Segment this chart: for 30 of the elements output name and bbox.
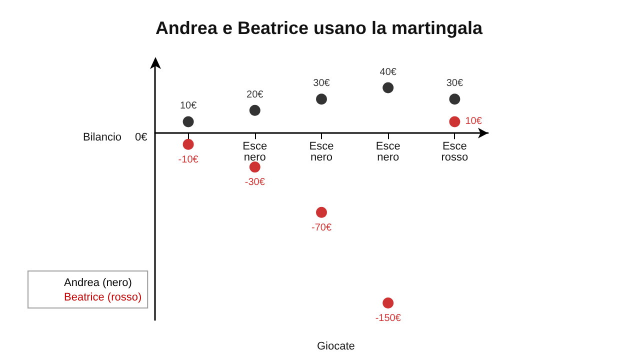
y-axis-title: Bilancio <box>83 132 122 144</box>
point <box>449 116 460 128</box>
x-tick-label: Esce rosso <box>441 140 468 164</box>
point <box>182 138 194 150</box>
x-tick-label: Esce nero <box>242 140 268 164</box>
data-label: -150€ <box>375 313 402 324</box>
point <box>249 162 260 173</box>
data-label: 10€ <box>465 116 482 128</box>
x-tick-label: Esce nero <box>376 140 400 164</box>
x-tick-label: Esce nero <box>309 140 334 164</box>
point <box>382 82 394 94</box>
data-label: 40€ <box>380 66 397 78</box>
data-label: -70€ <box>311 222 332 234</box>
point <box>249 104 260 116</box>
data-label: 30€ <box>446 78 464 90</box>
x-axis-title: Giocate <box>317 340 355 352</box>
chart-title: Andrea e Beatrice usano la martingala <box>155 18 484 38</box>
point <box>449 94 460 105</box>
data-label: -10€ <box>178 154 199 166</box>
data-label: 10€ <box>180 100 198 112</box>
point <box>382 298 394 309</box>
point <box>316 94 327 105</box>
text: Andrea (nero) <box>64 277 132 289</box>
point <box>316 206 327 218</box>
data-label: 20€ <box>246 89 264 100</box>
data-label: -30€ <box>244 177 266 188</box>
point <box>182 116 194 128</box>
text: 0€ <box>135 132 148 144</box>
text: Beatrice (rosso) <box>64 292 142 304</box>
data-label: 30€ <box>313 78 330 90</box>
